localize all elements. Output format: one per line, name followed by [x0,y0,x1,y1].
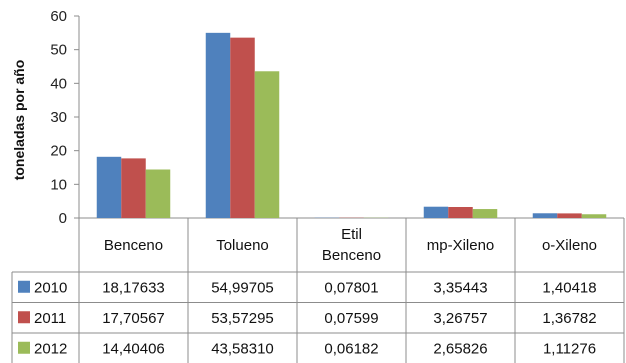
table-value: 1,11276 [543,340,596,357]
y-tick-label: 20 [50,143,67,160]
data-table: 2010 18,17633 54,99705 0,07801 3,35443 1,4041… [18,279,597,357]
y-tick-label: 10 [50,176,67,193]
table-value: 2,65826 [433,340,487,357]
y-tick-label: 0 [59,210,67,227]
y-axis-label: toneladas por año [11,60,27,181]
table-value: 3,26757 [433,310,487,327]
table-value: 43,58310 [211,340,274,357]
table-value: 0,06182 [324,340,378,357]
category-label: Tolueno [216,237,269,254]
y-axis: 0 10 20 30 40 50 60 [50,8,79,227]
bars [96,32,607,219]
legend-label: 2012 [34,340,67,357]
category-label: mp-Xileno [427,237,495,254]
table-value: 0,07801 [324,279,378,296]
table-value: 1,40418 [542,279,596,296]
bar-2011-4 [557,213,582,218]
legend-label: 2010 [34,279,67,296]
legend-swatch-2010 [18,280,30,293]
bar-2012-3 [472,209,498,218]
y-tick-label: 40 [50,75,67,92]
category-label: Etil Benceno [322,226,381,264]
category-label: Benceno [104,237,163,254]
legend-swatch-2012 [18,341,30,354]
bar-2012-0 [145,169,171,218]
bar-2010-3 [423,206,449,218]
legend-swatch-2011 [18,311,30,324]
table-value: 1,36782 [542,310,596,327]
bar-2011-0 [121,158,146,218]
y-tick-label: 50 [50,42,67,59]
bar-2010-4 [532,213,558,218]
table-value: 53,57295 [211,310,274,327]
category-label: o-Xileno [542,237,597,254]
table-value: 0,07599 [324,310,378,327]
bar-2011-1 [230,37,255,219]
legend-label: 2011 [34,310,66,327]
y-tick-label: 60 [50,8,67,25]
table-value: 14,40406 [102,340,165,357]
category-labels: Benceno Tolueno Etil Benceno mp-Xileno o-Xile… [104,226,597,264]
table-value: 18,17633 [102,279,165,296]
table-value: 54,99705 [211,279,274,296]
bar-2010-1 [205,32,231,219]
bar-2010-0 [96,156,122,218]
table-value: 17,70567 [102,310,165,327]
bar-2012-1 [254,71,280,218]
bar-2012-4 [581,214,607,218]
bar-2011-3 [448,206,473,218]
y-tick-label: 30 [50,109,67,126]
table-value: 3,35443 [433,279,487,296]
